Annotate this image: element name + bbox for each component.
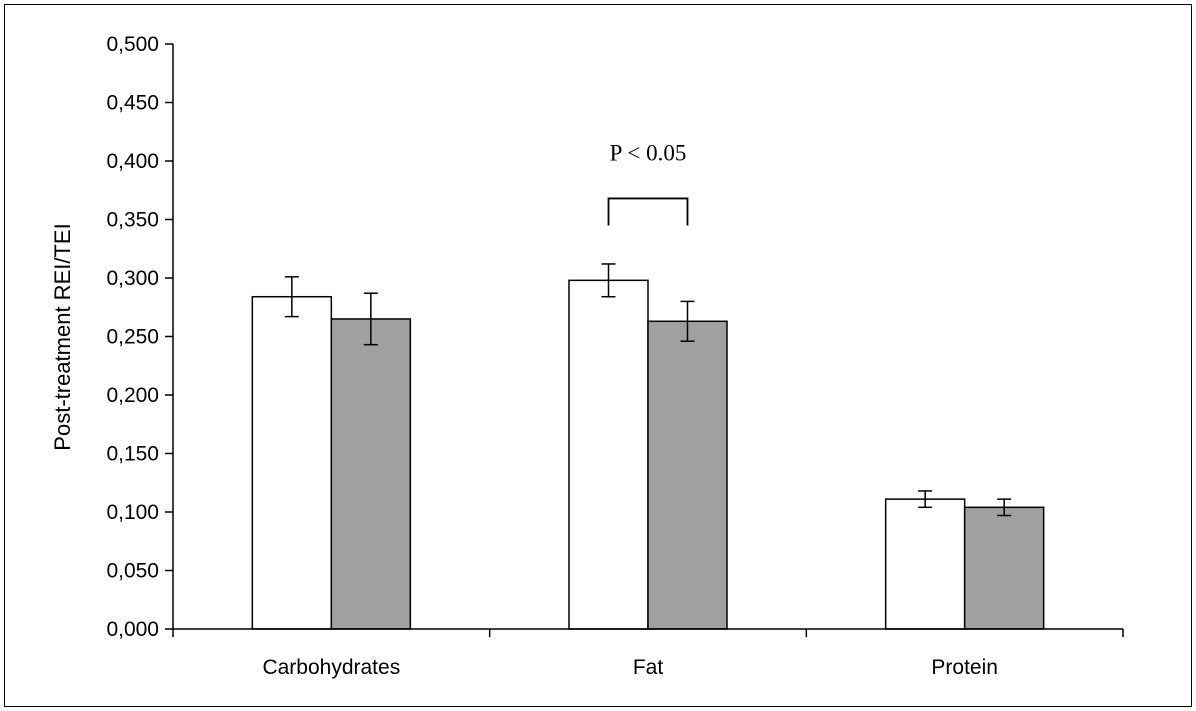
y-tick-label: 0,250 (106, 326, 159, 349)
x-tick-label-protein: Protein (931, 656, 998, 679)
bar-fat-series-1 (568, 279, 649, 630)
annotation-bracket: P < 0.05 (607, 140, 689, 226)
y-tick-label: 0,400 (106, 150, 159, 173)
x-axis: Carbohydrates Fat Protein (172, 628, 1124, 679)
bar-fat-series-2 (647, 320, 728, 630)
y-tick-label: 0,500 (106, 33, 159, 56)
y-tick-label: 0,450 (106, 92, 159, 115)
bar-carbohydrates-series-2 (330, 318, 412, 630)
y-tick-label: 0,350 (106, 209, 159, 232)
y-tick-label: 0,300 (106, 267, 159, 290)
y-tick-label: 0,200 (106, 384, 159, 407)
bars (251, 279, 1045, 630)
x-tick-label-carbohydrates: Carbohydrates (262, 656, 400, 679)
bar-protein-series-2 (963, 506, 1045, 630)
y-tick-label: 0,150 (106, 443, 159, 466)
y-axis-title: Post-treatment REI/TEI (50, 223, 75, 450)
bar-carbohydrates-series-1 (251, 295, 333, 630)
error-bars (284, 263, 1012, 517)
significance-label: P < 0.05 (610, 140, 687, 165)
bar-protein-series-1 (884, 498, 966, 630)
y-axis: 0,000 0,050 0,100 0,150 0,200 0,250 0,300 0,350… (106, 33, 174, 641)
y-tick-label: 0,050 (106, 560, 159, 583)
x-tick-label-fat: Fat (633, 656, 664, 679)
y-tick-label: 0,000 (106, 618, 159, 641)
y-tick-label: 0,100 (106, 501, 159, 524)
significance-bracket (607, 197, 689, 226)
